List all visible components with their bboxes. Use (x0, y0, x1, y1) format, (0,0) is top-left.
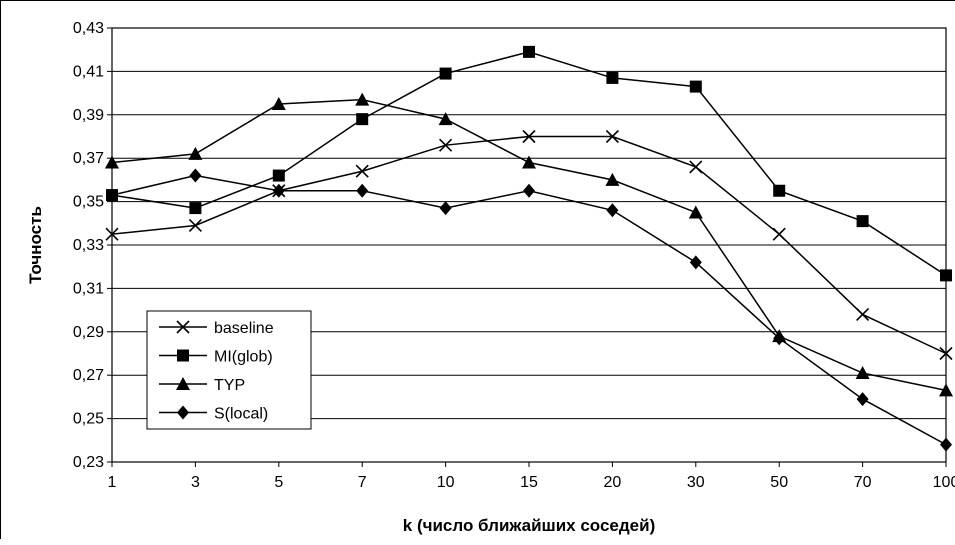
legend-item: baseline (159, 320, 274, 337)
data-point (271, 96, 286, 110)
data-point (106, 188, 118, 203)
data-point (606, 203, 619, 218)
data-point (105, 227, 119, 241)
legend-label: S(local) (214, 406, 268, 423)
legend-item: MI(glob) (159, 349, 273, 366)
y-axis-title: Точность (26, 206, 45, 284)
y-tick-label: 0,25 (73, 411, 104, 428)
y-axis-ticks: 0,23 0,25 0,27 0,29 0,31 0,33 0,35 0,37 0,39 0,41… (73, 20, 112, 471)
x-tick-label: 30 (687, 474, 705, 491)
legend-box (146, 310, 312, 430)
data-point (356, 183, 369, 198)
x-tick-label: 7 (358, 474, 367, 491)
x-axis-title: k (число ближайших соседей) (403, 516, 655, 535)
x-tick-label: 50 (770, 474, 788, 491)
x-tick-label: 15 (520, 474, 538, 491)
data-point (522, 155, 536, 169)
data-point (689, 255, 702, 270)
y-tick-label: 0,27 (73, 367, 104, 384)
x-tick-label: 20 (604, 474, 622, 491)
data-point (523, 45, 535, 58)
data-point (188, 146, 203, 160)
data-point (439, 67, 452, 80)
series-layer (105, 45, 953, 452)
y-tick-label: 0,43 (73, 20, 104, 37)
data-point (856, 392, 869, 407)
y-tick-label: 0,29 (73, 324, 104, 341)
data-point (689, 160, 703, 174)
legend-marker (177, 349, 189, 362)
series-S(local) (106, 168, 952, 452)
data-point (939, 346, 953, 361)
legend-marker (177, 405, 189, 420)
data-point (523, 183, 535, 198)
data-point (856, 215, 869, 228)
data-point (940, 269, 952, 282)
x-tick-label: 5 (274, 474, 283, 491)
x-axis-ticks: 1 3 5 7 10 15 20 30 50 70 100 (108, 462, 955, 491)
data-point (605, 129, 619, 144)
data-point (189, 168, 202, 183)
data-point (688, 205, 703, 219)
data-point (773, 331, 786, 346)
data-point (605, 172, 620, 186)
data-point (188, 218, 202, 233)
y-tick-label: 0,33 (73, 237, 104, 254)
data-point (855, 366, 870, 380)
legend-item: TYP (159, 377, 245, 394)
data-point (105, 155, 119, 169)
legend-label: baseline (214, 320, 274, 337)
data-point (940, 437, 952, 452)
legend-label: MI(glob) (214, 349, 273, 366)
data-point (272, 183, 285, 198)
data-point (856, 307, 870, 322)
data-point (606, 71, 619, 84)
data-point (522, 129, 536, 144)
data-point (773, 184, 786, 197)
y-tick-label: 0,31 (73, 280, 104, 297)
y-tick-label: 0,37 (73, 150, 104, 167)
series-TYP (105, 92, 953, 397)
data-point (438, 112, 453, 126)
data-point (356, 113, 369, 126)
y-tick-label: 0,39 (73, 107, 104, 124)
data-point (689, 80, 702, 93)
legend-marker (176, 377, 190, 390)
data-point (355, 164, 369, 178)
data-point (439, 201, 452, 216)
data-point (272, 169, 285, 182)
x-tick-label: 70 (854, 474, 872, 491)
y-tick-label: 0,35 (73, 194, 104, 211)
data-point (939, 383, 953, 397)
legend-item: S(local) (159, 405, 268, 423)
data-point (355, 92, 370, 106)
x-tick-label: 10 (437, 474, 455, 491)
y-tick-label: 0,41 (73, 63, 104, 80)
data-point (439, 138, 453, 152)
legend-label: TYP (214, 377, 245, 394)
x-tick-label: 100 (933, 474, 955, 491)
legend-marker (176, 320, 190, 334)
x-tick-label: 1 (108, 474, 117, 491)
data-point (189, 202, 202, 215)
x-tick-label: 3 (191, 474, 200, 491)
data-point (772, 227, 786, 241)
legend: baseline MI(glob) TYP S(local) (146, 310, 312, 430)
y-tick-label: 0,23 (73, 454, 104, 471)
